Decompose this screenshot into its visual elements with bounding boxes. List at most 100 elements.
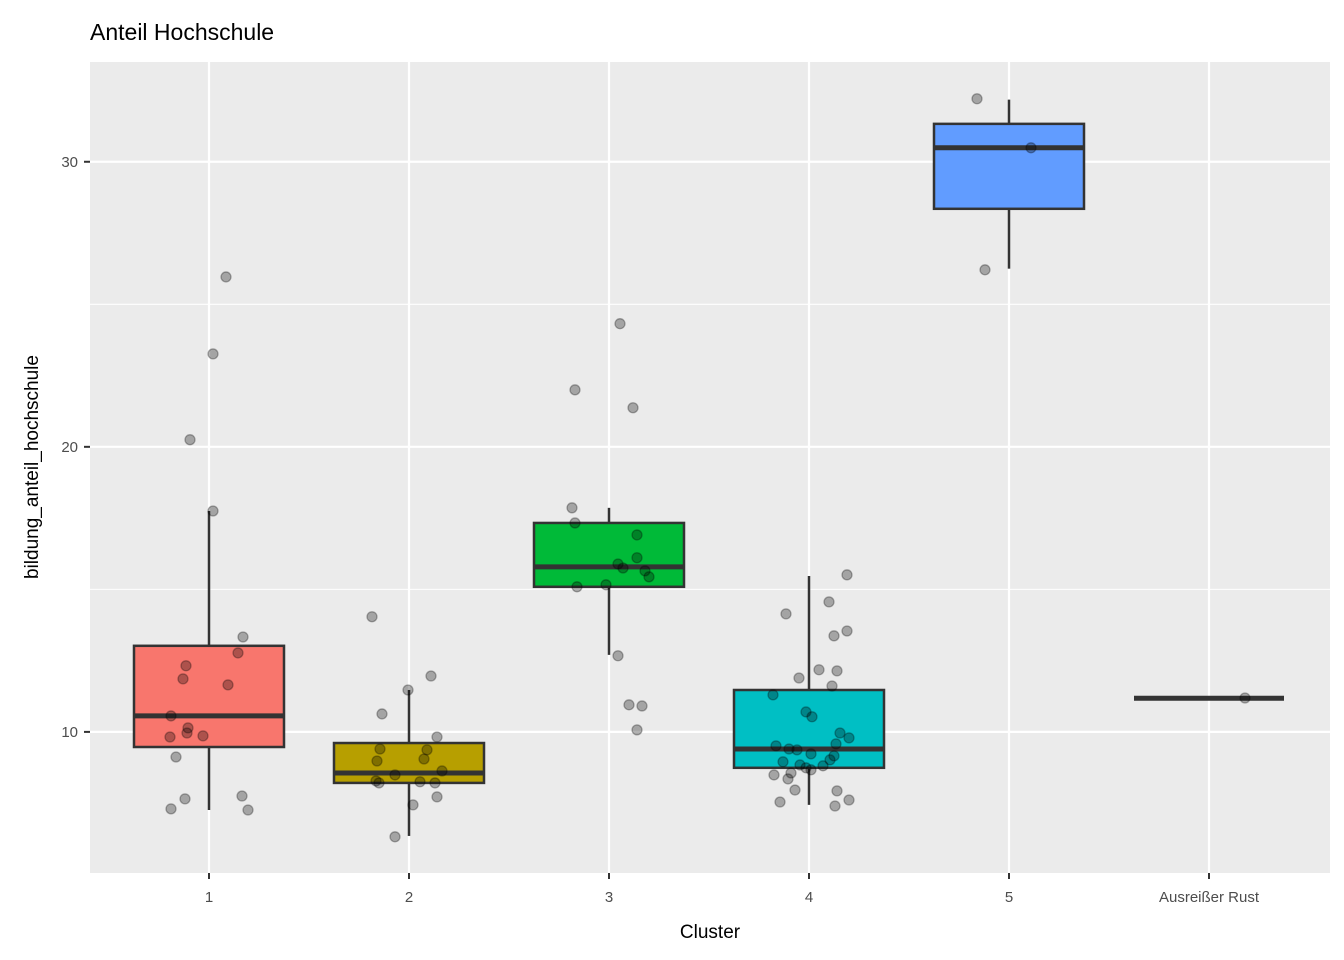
data-point — [373, 777, 385, 789]
data-point — [824, 754, 836, 766]
data-point — [402, 684, 414, 696]
data-point — [828, 630, 840, 642]
y-axis-title: bildung_anteil_hochschule — [22, 355, 43, 579]
data-point — [376, 708, 388, 720]
data-point — [782, 773, 794, 785]
data-point — [828, 750, 840, 762]
data-point — [830, 738, 842, 750]
data-point — [841, 569, 853, 581]
data-point — [612, 558, 624, 570]
box-iqr — [132, 644, 286, 749]
data-point — [429, 777, 441, 789]
data-point — [631, 552, 643, 564]
y-tick-label: 10 — [61, 724, 78, 741]
data-point — [780, 608, 792, 620]
x-tick-label: 4 — [805, 889, 813, 906]
data-point — [831, 665, 843, 677]
data-point — [569, 517, 581, 529]
data-point — [612, 650, 624, 662]
box-iqr — [332, 741, 486, 785]
data-point — [841, 625, 853, 637]
data-point — [236, 790, 248, 802]
x-axis-title: Cluster — [680, 922, 741, 943]
data-point — [414, 776, 426, 788]
data-point — [614, 318, 626, 330]
data-point — [179, 793, 191, 805]
x-tick-label: 1 — [205, 889, 213, 906]
data-point — [794, 759, 806, 771]
data-point — [791, 744, 803, 756]
data-point — [805, 764, 817, 776]
data-point — [170, 751, 182, 763]
box-cluster-4 — [732, 575, 886, 805]
data-point — [823, 596, 835, 608]
data-point — [826, 680, 838, 692]
data-point — [181, 727, 193, 739]
data-point — [774, 796, 786, 808]
data-point — [371, 755, 383, 767]
boxes — [132, 99, 1284, 836]
data-point — [817, 760, 829, 772]
data-point — [165, 710, 177, 722]
y-tick-label: 20 — [61, 439, 78, 456]
data-point — [232, 647, 244, 659]
data-point — [639, 565, 651, 577]
data-point — [425, 670, 437, 682]
data-point — [829, 800, 841, 812]
data-point — [237, 631, 249, 643]
data-point — [631, 724, 643, 736]
x-tick-label: 3 — [605, 889, 613, 906]
x-tick-label: 2 — [405, 889, 413, 906]
gridlines — [90, 62, 1330, 873]
box-cluster-2 — [332, 689, 486, 836]
data-point — [418, 753, 430, 765]
plot-panel — [90, 62, 1330, 873]
data-point — [566, 502, 578, 514]
data-point — [623, 699, 635, 711]
data-point — [800, 762, 812, 774]
data-point — [407, 799, 419, 811]
data-point — [617, 562, 629, 574]
data-point — [242, 804, 254, 816]
data-point — [220, 271, 232, 283]
box-cluster-1 — [132, 510, 286, 811]
data-point — [768, 769, 780, 781]
data-point — [831, 785, 843, 797]
data-point — [971, 93, 983, 105]
data-point — [164, 731, 176, 743]
data-point — [366, 611, 378, 623]
box-iqr — [932, 122, 1086, 211]
data-point — [389, 831, 401, 843]
data-point — [805, 748, 817, 760]
data-point — [374, 743, 386, 755]
data-point — [569, 384, 581, 396]
data-point — [793, 672, 805, 684]
data-point — [177, 673, 189, 685]
data-point — [600, 579, 612, 591]
data-point — [431, 791, 443, 803]
data-point — [767, 689, 779, 701]
box-iqr — [532, 521, 686, 589]
data-point — [389, 769, 401, 781]
data-point — [1025, 142, 1037, 154]
data-point — [813, 664, 825, 676]
x-tick-label: Ausreißer Rust — [1159, 889, 1260, 906]
axis-ticks: 10 20 30 1 2 3 4 5 Ausreißer Rust — [61, 154, 1260, 906]
data-point — [806, 711, 818, 723]
box-cluster-5 — [932, 99, 1086, 269]
data-point — [1239, 692, 1251, 704]
data-point — [783, 743, 795, 755]
data-point — [979, 264, 991, 276]
data-point — [370, 775, 382, 787]
data-point — [421, 744, 433, 756]
data-point — [436, 765, 448, 777]
y-tick-label: 30 — [61, 154, 78, 171]
box-iqr — [732, 688, 886, 770]
data-point — [197, 730, 209, 742]
data-point — [165, 803, 177, 815]
data-point — [843, 732, 855, 744]
data-point — [431, 731, 443, 743]
data-point — [631, 529, 643, 541]
data-point — [627, 402, 639, 414]
